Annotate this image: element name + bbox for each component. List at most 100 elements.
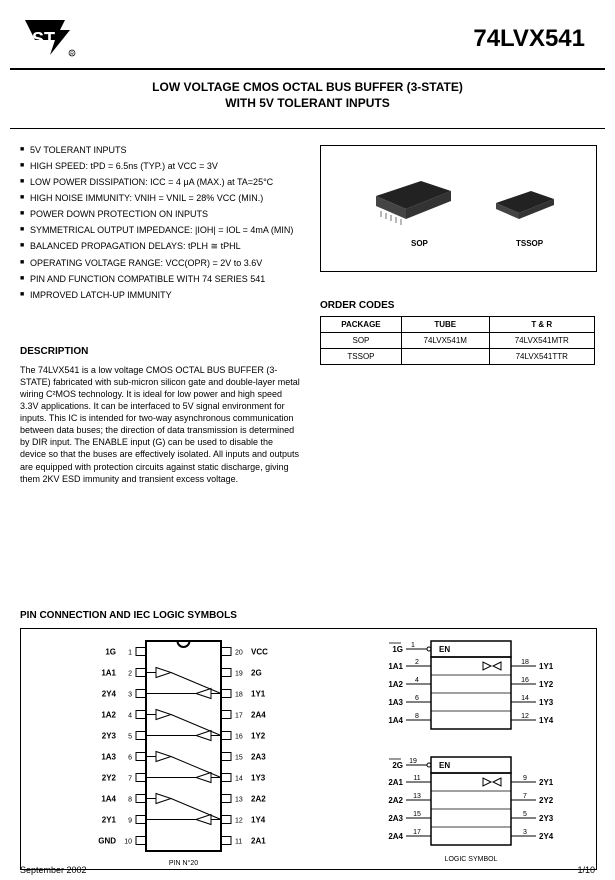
svg-text:10: 10: [124, 839, 132, 846]
svg-text:1A1: 1A1: [388, 662, 403, 671]
svg-text:5: 5: [523, 811, 527, 818]
svg-text:2A3: 2A3: [251, 753, 266, 762]
svg-text:19: 19: [235, 671, 243, 678]
svg-text:2A2: 2A2: [251, 795, 266, 804]
svg-text:2Y3: 2Y3: [539, 814, 554, 823]
order-cell: TSSOP: [321, 349, 402, 365]
svg-text:1Y4: 1Y4: [251, 816, 266, 825]
svg-text:R: R: [70, 52, 74, 58]
svg-text:1A3: 1A3: [388, 698, 403, 707]
order-cell: [401, 349, 489, 365]
svg-text:15: 15: [413, 811, 421, 818]
package-label-sop: SOP: [411, 239, 429, 248]
svg-text:16: 16: [235, 734, 243, 741]
order-cell: 74LVX541TTR: [489, 349, 594, 365]
feature-item: 5V TOLERANT INPUTS: [20, 145, 300, 155]
svg-text:1A2: 1A2: [388, 680, 403, 689]
order-codes: ORDER CODES PACKAGETUBET & R SOP74LVX541…: [320, 300, 595, 365]
order-cell: 74LVX541M: [401, 333, 489, 349]
svg-text:GND: GND: [98, 837, 116, 846]
diagram-heading: PIN CONNECTION AND IEC LOGIC SYMBOLS: [20, 610, 237, 621]
svg-text:1Y2: 1Y2: [539, 680, 554, 689]
svg-text:2: 2: [128, 671, 132, 678]
svg-text:2A2: 2A2: [388, 796, 403, 805]
svg-text:9: 9: [128, 818, 132, 825]
feature-item: IMPROVED LATCH-UP IMMUNITY: [20, 290, 300, 300]
order-heading: ORDER CODES: [320, 300, 595, 311]
feature-item: SYMMETRICAL OUTPUT IMPEDANCE: |IOH| = IO…: [20, 225, 300, 235]
svg-text:1G: 1G: [105, 648, 116, 657]
svg-text:14: 14: [235, 776, 243, 783]
part-number: 74LVX541: [473, 25, 585, 53]
svg-text:2Y3: 2Y3: [102, 732, 117, 741]
svg-text:7: 7: [128, 776, 132, 783]
order-row: TSSOP 74LVX541TTR: [321, 349, 595, 365]
svg-text:17: 17: [413, 829, 421, 836]
order-col-header: PACKAGE: [321, 317, 402, 333]
svg-text:19: 19: [409, 758, 417, 765]
title-line2: WITH 5V TOLERANT INPUTS: [0, 96, 615, 110]
feature-item: BALANCED PROPAGATION DELAYS: tPLH ≅ tPHL: [20, 241, 300, 252]
svg-text:5: 5: [128, 734, 132, 741]
svg-text:15: 15: [235, 755, 243, 762]
description-heading: DESCRIPTION: [20, 345, 300, 359]
svg-text:1A3: 1A3: [101, 753, 116, 762]
svg-text:2Y1: 2Y1: [102, 816, 117, 825]
svg-text:EN: EN: [439, 761, 450, 770]
svg-text:18: 18: [235, 692, 243, 699]
svg-text:12: 12: [235, 818, 243, 825]
svg-text:2Y2: 2Y2: [539, 796, 554, 805]
svg-text:2Y2: 2Y2: [102, 774, 117, 783]
svg-text:6: 6: [415, 695, 419, 702]
svg-text:PIN N°20: PIN N°20: [169, 859, 198, 867]
svg-text:11: 11: [413, 775, 420, 782]
diagram-box: 11G20VCC21A1192G32Y4181Y141A2172A452Y316…: [20, 628, 597, 870]
svg-text:9: 9: [523, 775, 527, 782]
description-block: DESCRIPTION The 74LVX541 is a low voltag…: [20, 345, 300, 485]
svg-text:2: 2: [415, 659, 419, 666]
order-row: SOP74LVX541M74LVX541MTR: [321, 333, 595, 349]
svg-text:20: 20: [235, 650, 243, 657]
svg-text:1A2: 1A2: [101, 711, 116, 720]
svg-text:1: 1: [128, 650, 132, 657]
svg-text:13: 13: [235, 797, 243, 804]
order-col-header: TUBE: [401, 317, 489, 333]
package-box: SOP TSSOP: [320, 145, 597, 272]
rule-mid: [10, 128, 605, 129]
svg-text:2Y4: 2Y4: [102, 690, 117, 699]
svg-text:1Y1: 1Y1: [539, 662, 554, 671]
doc-page: 1/10: [577, 865, 595, 875]
feature-item: OPERATING VOLTAGE RANGE: VCC(OPR) = 2V t…: [20, 258, 300, 268]
svg-text:3: 3: [523, 829, 527, 836]
svg-text:8: 8: [415, 713, 419, 720]
svg-text:1G: 1G: [392, 645, 403, 654]
svg-text:16: 16: [521, 677, 529, 684]
svg-text:2Y4: 2Y4: [539, 832, 554, 841]
svg-text:1Y2: 1Y2: [251, 732, 266, 741]
svg-text:1A4: 1A4: [101, 795, 116, 804]
svg-text:11: 11: [235, 839, 242, 846]
svg-text:2G: 2G: [392, 761, 403, 770]
svg-text:2Y1: 2Y1: [539, 778, 554, 787]
svg-text:14: 14: [521, 695, 529, 702]
feature-item: PIN AND FUNCTION COMPATIBLE WITH 74 SERI…: [20, 274, 300, 284]
svg-text:1Y3: 1Y3: [251, 774, 266, 783]
feature-item: LOW POWER DISSIPATION: ICC = 4 μA (MAX.)…: [20, 177, 300, 187]
svg-text:4: 4: [128, 713, 132, 720]
svg-text:1A4: 1A4: [388, 716, 403, 725]
description-text: The 74LVX541 is a low voltage CMOS OCTAL…: [20, 364, 300, 485]
svg-text:ST: ST: [32, 29, 55, 49]
svg-text:2A4: 2A4: [388, 832, 403, 841]
package-label-tssop: TSSOP: [516, 239, 544, 248]
svg-text:1Y1: 1Y1: [251, 690, 266, 699]
title-line1: LOW VOLTAGE CMOS OCTAL BUS BUFFER (3-STA…: [0, 80, 615, 94]
st-logo: ST R: [20, 15, 80, 60]
svg-text:1: 1: [411, 642, 415, 649]
svg-text:2G: 2G: [251, 669, 262, 678]
feature-item: POWER DOWN PROTECTION ON INPUTS: [20, 209, 300, 219]
svg-text:EN: EN: [439, 645, 450, 654]
svg-text:13: 13: [413, 793, 421, 800]
svg-text:1Y3: 1Y3: [539, 698, 554, 707]
order-table: PACKAGETUBET & R SOP74LVX541M74LVX541MTR…: [320, 316, 595, 365]
svg-text:3: 3: [128, 692, 132, 699]
